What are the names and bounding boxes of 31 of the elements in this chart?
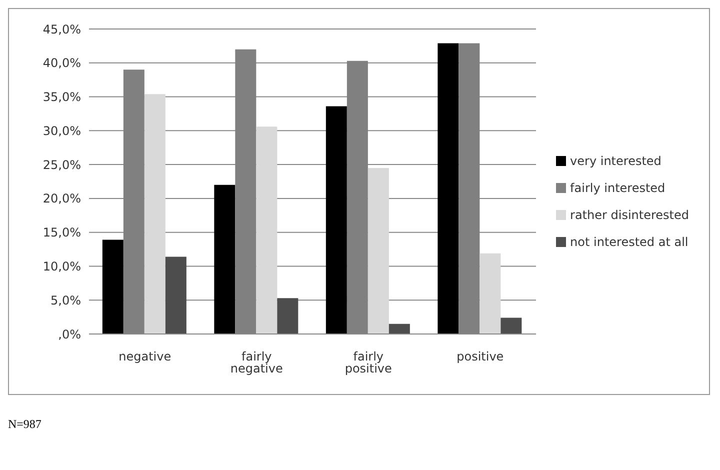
y-tick-label: 10,0%	[42, 259, 81, 274]
bar	[500, 318, 522, 334]
bar	[165, 256, 186, 334]
legend-label: not interested at all	[570, 234, 688, 248]
y-tick-label: 20,0%	[42, 192, 81, 206]
bar	[326, 106, 347, 334]
legend-label: fairly interested	[570, 180, 666, 194]
legend-label: very interested	[570, 154, 662, 168]
x-tick-label: positive	[456, 350, 504, 364]
bar	[256, 126, 278, 334]
x-tick-label: fairly negative	[230, 350, 283, 376]
y-tick-label: 5,0%	[50, 293, 81, 308]
text: N=987	[8, 417, 42, 432]
y-tick-label: 30,0%	[42, 124, 81, 138]
y-tick-label: 45,0%	[42, 22, 81, 36]
bar	[102, 240, 124, 334]
legend-label: rather disinterested	[570, 208, 689, 222]
bar	[480, 253, 501, 334]
bar	[144, 94, 166, 334]
bar	[388, 324, 410, 334]
y-tick-label: 15,0%	[42, 226, 81, 240]
y-tick-label: ,0%	[58, 327, 81, 342]
bar	[438, 43, 459, 334]
x-tick-label: fairly positive	[344, 350, 392, 376]
bar	[368, 168, 389, 334]
bar	[277, 298, 298, 334]
bar	[214, 184, 236, 334]
x-tick-label: negative	[118, 350, 172, 364]
y-tick-label: 35,0%	[42, 90, 81, 104]
y-tick-label: 40,0%	[42, 56, 81, 70]
y-tick-label: 25,0%	[42, 158, 81, 172]
